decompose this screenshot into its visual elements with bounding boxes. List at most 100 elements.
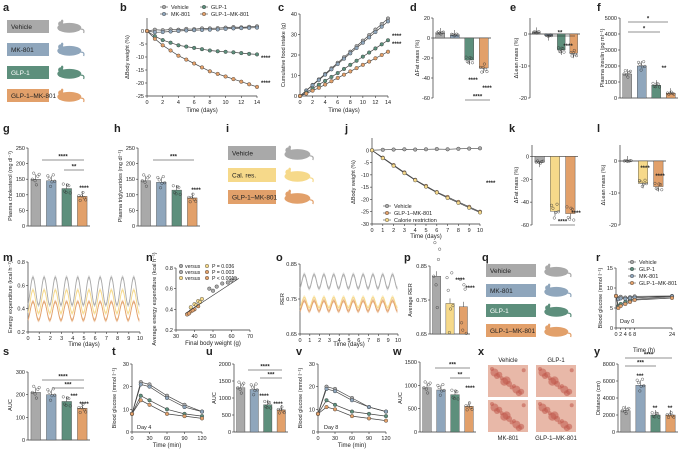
data-point xyxy=(310,88,315,93)
individual-point xyxy=(452,396,456,400)
data-point xyxy=(152,36,157,41)
significance: **** xyxy=(273,402,283,408)
data-point xyxy=(223,74,228,79)
individual-point xyxy=(555,202,559,206)
y-axis-label: AUC xyxy=(398,392,404,404)
x-tick-label: 4 xyxy=(414,228,417,234)
y-tick-label: 0 xyxy=(228,430,231,436)
individual-point xyxy=(559,50,563,54)
individual-point xyxy=(30,390,34,394)
individual-point xyxy=(657,85,661,89)
individual-point xyxy=(159,186,163,190)
data-point xyxy=(354,66,359,71)
significance: *** xyxy=(449,363,457,369)
y-axis-label: ΔBody weight (%) xyxy=(125,35,131,79)
data-point xyxy=(329,67,334,72)
individual-point xyxy=(436,383,440,387)
y-tick-label: 0 xyxy=(22,224,25,230)
individual-point xyxy=(426,391,430,395)
data-point xyxy=(456,200,461,205)
mouse-icon xyxy=(544,263,572,278)
significance: **** xyxy=(571,211,581,217)
mouse-body xyxy=(544,326,569,337)
individual-point xyxy=(51,387,55,391)
series-line-v-2 xyxy=(317,399,387,417)
y-axis-label: Distance (cm) xyxy=(596,381,602,415)
data-point xyxy=(402,147,407,152)
y-tick-label: -60 xyxy=(521,223,529,229)
individual-point xyxy=(30,177,34,181)
individual-point xyxy=(81,190,85,194)
panel-letter-i: i xyxy=(226,123,229,135)
bar-d-0 xyxy=(435,32,445,39)
bar-p-2 xyxy=(459,306,468,335)
day-label: Day 4 xyxy=(137,425,151,431)
x-tick-label: 6 xyxy=(336,100,339,106)
x-tick-label: 9 xyxy=(468,228,471,234)
data-point xyxy=(323,82,328,87)
individual-point xyxy=(51,173,55,177)
x-tick-label: 60 xyxy=(349,436,355,442)
individual-point xyxy=(668,413,672,417)
data-point xyxy=(342,66,347,71)
data-point xyxy=(360,62,365,67)
individual-point xyxy=(32,384,36,388)
histology-spot xyxy=(521,368,526,373)
individual-point xyxy=(435,306,439,310)
x-tick-label: 30 xyxy=(146,436,152,442)
significance: ** xyxy=(668,406,673,412)
data-point xyxy=(391,163,396,168)
legend-label: P = 0.003 xyxy=(212,270,234,276)
panel-letter-y: y xyxy=(594,346,601,358)
y-tick-label: 0.65 xyxy=(286,332,297,338)
x-tick-label: 8 xyxy=(377,338,380,344)
data-point xyxy=(138,382,143,387)
y-tick-label: -15 xyxy=(136,68,144,74)
series-line-m-2 xyxy=(27,301,140,321)
y-tick-label: 200 xyxy=(16,393,25,399)
data-point xyxy=(164,396,169,401)
individual-point xyxy=(50,180,54,184)
data-point xyxy=(316,78,321,83)
individual-point xyxy=(33,179,37,183)
individual-point xyxy=(628,159,632,163)
x-tick-label: 60 xyxy=(228,334,234,340)
data-point xyxy=(618,304,623,309)
individual-point xyxy=(655,82,659,86)
significance: ** xyxy=(653,406,658,412)
x-tick-label: 2 xyxy=(392,228,395,234)
group-label: GLP-1–MK-801 xyxy=(232,194,278,201)
y-tick-label: 4000 xyxy=(603,396,615,402)
individual-point xyxy=(570,207,574,211)
legend-label: versus xyxy=(185,276,201,282)
group-label-box xyxy=(228,146,276,160)
panel-letter-l: l xyxy=(597,123,600,135)
bar-k-1 xyxy=(550,156,560,212)
y-tick-label: 0 xyxy=(524,32,527,38)
y-axis-label: AUC xyxy=(212,392,218,404)
y-tick-label: 10 xyxy=(123,407,129,413)
bar-d-3 xyxy=(479,37,489,69)
individual-point xyxy=(53,179,57,183)
individual-point xyxy=(146,176,150,180)
x-tick-label: 90 xyxy=(181,436,187,442)
x-tick-label: 10 xyxy=(395,338,401,344)
x-tick-label: 8 xyxy=(208,100,211,106)
histology-spot xyxy=(521,403,526,408)
panel-letter-b: b xyxy=(120,2,127,14)
individual-point xyxy=(568,217,572,221)
x-tick-label: 6 xyxy=(94,336,97,342)
histology-spot xyxy=(548,377,557,386)
data-point xyxy=(386,49,391,54)
mouse-ear xyxy=(60,65,64,69)
histology-image-glp1 xyxy=(536,365,576,397)
individual-point xyxy=(672,92,676,96)
series-line-t-1 xyxy=(131,383,203,414)
x-tick-label: 0 xyxy=(145,100,148,106)
x-tick-label: 60 xyxy=(164,436,170,442)
legend-label: Calorie restriction xyxy=(394,218,437,224)
individual-point xyxy=(450,388,454,392)
histology-image-vehicle xyxy=(488,365,528,397)
y-tick-label: 5 xyxy=(610,306,613,312)
individual-point xyxy=(569,51,573,55)
